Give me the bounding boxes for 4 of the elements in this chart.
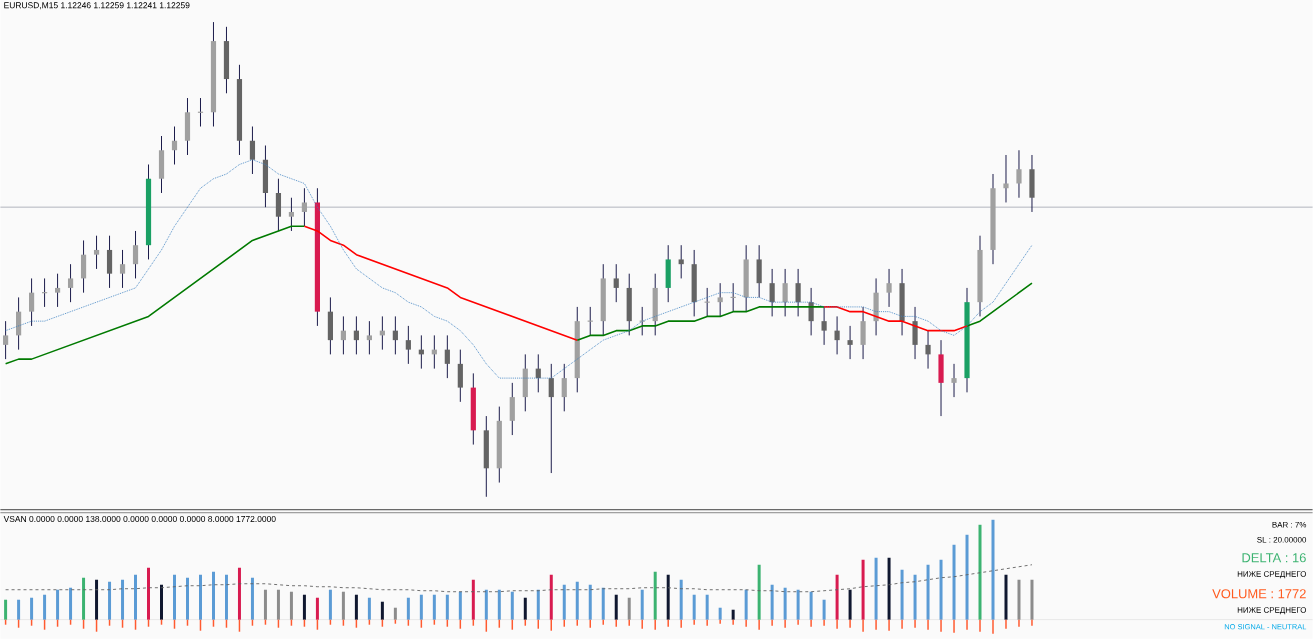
chart-title: VSAN 0.0000 0.0000 138.0000 0.0000 0.0000 0.0000 8.0000 1772.0000 — [3, 516, 276, 523]
text: DELTA : 16 — [1242, 553, 1306, 563]
chart-title: EURUSD,M15 1.12246 1.12259 1.12241 1.12259 — [4, 2, 190, 10]
text: VOLUME : 1772 — [1212, 589, 1306, 599]
